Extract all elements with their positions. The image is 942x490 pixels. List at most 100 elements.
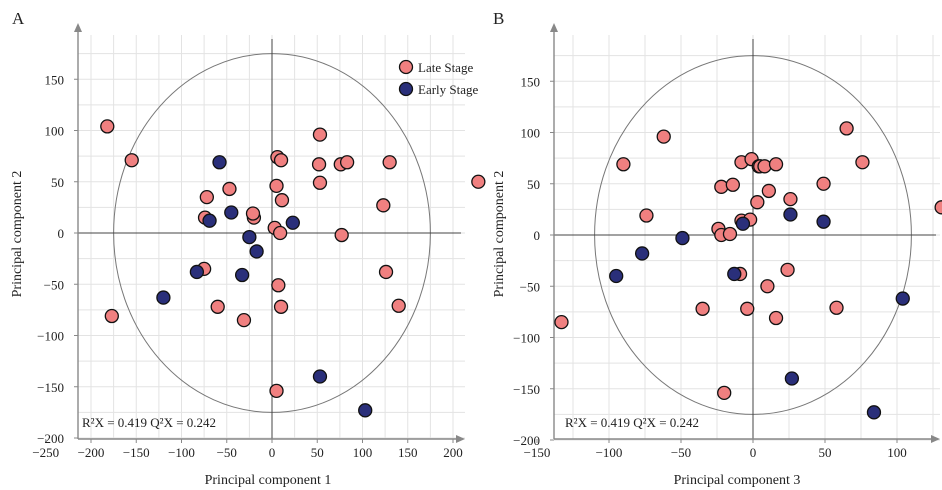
panel-b-axes — [550, 23, 940, 443]
late-stage-point — [269, 178, 284, 194]
x-tick-label: 100 — [887, 445, 907, 460]
late-stage-point — [312, 127, 328, 142]
y-tick-label: −150 — [37, 380, 64, 395]
x-tick-label: −50 — [217, 445, 237, 460]
x-tick-label: 0 — [269, 445, 276, 460]
late-stage-point — [471, 174, 486, 189]
late-stage-point — [768, 157, 784, 172]
early-stage-point — [609, 268, 624, 284]
late-stage-point — [222, 181, 237, 197]
late-stage-point — [714, 179, 729, 194]
early-stage-point — [285, 215, 300, 230]
early-stage-point — [675, 230, 690, 246]
panel-a-points — [100, 119, 486, 418]
y-tick-label: 0 — [58, 226, 65, 241]
y-tick-label: 50 — [527, 177, 540, 192]
late-stage-point — [272, 225, 288, 241]
late-stage-point — [639, 208, 654, 223]
x-tick-label: −250 — [32, 445, 59, 460]
x-tick-label: −100 — [596, 445, 623, 460]
late-stage-point — [271, 278, 286, 293]
late-stage-point — [273, 153, 289, 168]
late-stage-point — [391, 298, 406, 313]
y-tick-label: −100 — [37, 329, 64, 344]
legend-late-stage-marker — [398, 59, 414, 75]
legend-late-stage-label: Late Stage — [418, 60, 473, 75]
y-tick-label: 0 — [534, 228, 541, 243]
panel-b-scatter: −150 −100 −50 0 50 100−200−150−100−5005010015… — [492, 9, 942, 488]
panel-a-tick-labels: −250 −200 −150 −100 −50 0 50 100 150 200−200−150−… — [32, 72, 462, 460]
y-axis-arrowhead — [550, 23, 558, 32]
late-stage-point — [717, 385, 732, 401]
early-stage-point — [312, 369, 328, 384]
y-tick-label: −200 — [37, 431, 64, 446]
early-stage-point — [358, 403, 373, 418]
y-tick-label: 100 — [45, 124, 65, 139]
late-stage-point — [616, 157, 631, 172]
y-tick-label: 150 — [45, 72, 65, 87]
late-stage-point — [740, 301, 755, 316]
y-tick-label: −50 — [44, 277, 64, 292]
late-stage-point — [934, 200, 942, 215]
y-tick-label: 50 — [51, 175, 64, 190]
late-stage-point — [855, 155, 870, 170]
x-tick-label: −150 — [123, 445, 150, 460]
x-tick-label: 50 — [819, 445, 832, 460]
late-stage-point — [236, 312, 252, 328]
y-tick-label: 100 — [521, 126, 541, 141]
y-tick-label: 150 — [521, 74, 541, 89]
y-tick-label: −50 — [520, 279, 540, 294]
late-stage-point — [695, 301, 710, 316]
x-tick-label: 50 — [311, 445, 324, 460]
late-stage-point — [382, 155, 397, 170]
early-stage-point — [234, 267, 250, 283]
panel-a-letter: A — [12, 9, 25, 28]
legend: Late Stage Early Stage — [398, 59, 479, 97]
x-axis-arrowhead — [456, 435, 465, 443]
panel-a-x-axis-title: Principal component 1 — [205, 473, 332, 488]
x-tick-label: −150 — [524, 445, 551, 460]
late-stage-point — [339, 155, 355, 170]
x-tick-label: −50 — [671, 445, 691, 460]
late-stage-point — [760, 279, 775, 294]
late-stage-point — [554, 314, 569, 330]
late-stage-point — [210, 299, 225, 314]
late-stage-point — [783, 191, 798, 207]
late-stage-point — [274, 193, 290, 208]
late-stage-point — [273, 299, 289, 314]
late-stage-point — [725, 177, 740, 192]
late-stage-point — [104, 308, 119, 324]
late-stage-point — [761, 183, 776, 199]
panel-b-grid — [554, 35, 940, 441]
early-stage-point — [784, 371, 800, 386]
early-stage-point — [816, 214, 831, 229]
x-tick-label: 0 — [750, 445, 757, 460]
panel-b-y-axis-title: Principal component 2 — [492, 171, 507, 298]
x-tick-label: 100 — [353, 445, 373, 460]
y-tick-label: −200 — [513, 433, 540, 448]
late-stage-point — [312, 175, 328, 190]
late-stage-point — [757, 159, 772, 174]
early-stage-point — [156, 290, 171, 305]
x-tick-label: 150 — [398, 445, 418, 460]
late-stage-point — [199, 189, 214, 205]
x-tick-label: −100 — [168, 445, 195, 460]
early-stage-point — [249, 244, 264, 259]
panel-b-model-stats: R²X = 0.419 Q²X = 0.242 — [565, 415, 699, 430]
late-stage-point — [100, 119, 115, 134]
early-stage-point — [783, 207, 798, 222]
late-stage-point — [124, 153, 139, 168]
x-tick-label: 200 — [443, 445, 463, 460]
legend-early-stage-marker — [398, 81, 414, 97]
early-stage-point — [727, 266, 742, 282]
early-stage-point — [212, 155, 227, 170]
y-tick-label: −150 — [513, 382, 540, 397]
y-tick-label: −100 — [513, 331, 540, 346]
early-stage-point — [634, 246, 650, 261]
early-stage-point — [224, 205, 239, 220]
panel-b-points — [554, 121, 942, 420]
early-stage-point — [735, 216, 751, 231]
panel-b-x-axis-title: Principal component 3 — [674, 473, 801, 488]
late-stage-point — [269, 383, 284, 399]
